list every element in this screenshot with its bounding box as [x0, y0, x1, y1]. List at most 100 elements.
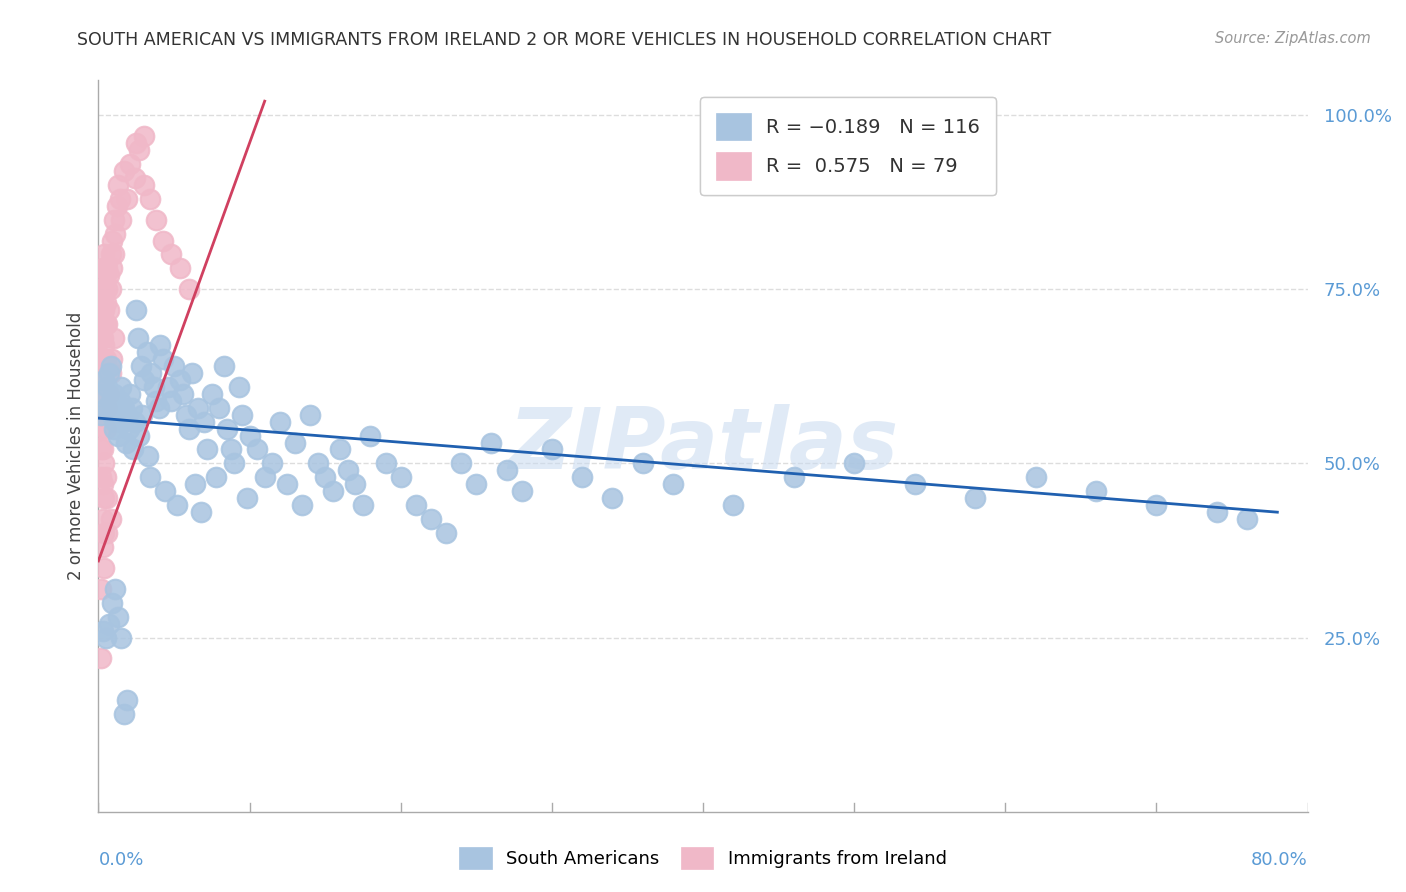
Point — [153, 484, 176, 499]
Point — [1144, 498, 1167, 512]
Point — [90, 651, 112, 665]
Point — [93, 282, 115, 296]
Point — [269, 415, 291, 429]
Point — [110, 631, 132, 645]
Point — [91, 540, 114, 554]
Point — [131, 408, 153, 422]
Point — [481, 435, 503, 450]
Point — [93, 491, 115, 506]
Point — [187, 401, 209, 415]
Point — [510, 484, 533, 499]
Point — [112, 164, 135, 178]
Point — [190, 505, 212, 519]
Point — [132, 128, 155, 143]
Point — [235, 491, 257, 506]
Point — [434, 526, 457, 541]
Point — [181, 366, 204, 380]
Point — [115, 408, 138, 422]
Legend: South Americans, Immigrants from Ireland: South Americans, Immigrants from Ireland — [450, 838, 956, 879]
Point — [128, 143, 150, 157]
Point — [132, 178, 155, 192]
Point — [115, 192, 138, 206]
Point — [128, 428, 150, 442]
Point — [160, 393, 183, 408]
Point — [965, 491, 987, 506]
Point — [90, 421, 112, 435]
Point — [91, 442, 114, 457]
Point — [125, 136, 148, 150]
Point — [91, 296, 114, 310]
Point — [112, 401, 135, 415]
Point — [169, 261, 191, 276]
Point — [208, 401, 231, 415]
Point — [90, 386, 112, 401]
Point — [90, 331, 112, 345]
Point — [96, 282, 118, 296]
Point — [89, 373, 111, 387]
Point — [93, 261, 115, 276]
Point — [101, 351, 124, 366]
Point — [101, 408, 124, 422]
Point — [205, 470, 228, 484]
Point — [299, 408, 322, 422]
Point — [98, 386, 121, 401]
Point — [103, 247, 125, 261]
Point — [322, 484, 344, 499]
Point — [96, 261, 118, 276]
Point — [100, 366, 122, 380]
Point — [179, 421, 201, 435]
Point — [136, 450, 159, 464]
Point — [96, 380, 118, 394]
Point — [93, 247, 115, 261]
Point — [91, 624, 114, 638]
Point — [103, 331, 125, 345]
Point — [101, 234, 124, 248]
Point — [100, 247, 122, 261]
Point — [103, 421, 125, 435]
Point — [90, 366, 112, 380]
Point — [344, 477, 367, 491]
Point — [104, 415, 127, 429]
Point — [149, 338, 172, 352]
Point — [139, 192, 162, 206]
Point — [93, 303, 115, 318]
Point — [90, 303, 112, 318]
Point — [239, 428, 262, 442]
Point — [141, 366, 163, 380]
Point — [94, 317, 117, 331]
Point — [405, 498, 427, 512]
Point — [129, 359, 152, 373]
Point — [314, 470, 336, 484]
Point — [100, 393, 122, 408]
Text: 0.0%: 0.0% — [98, 851, 143, 869]
Text: Source: ZipAtlas.com: Source: ZipAtlas.com — [1215, 31, 1371, 46]
Point — [253, 470, 276, 484]
Point — [93, 338, 115, 352]
Point — [98, 366, 121, 380]
Point — [156, 380, 179, 394]
Point — [94, 296, 117, 310]
Point — [163, 359, 186, 373]
Point — [336, 463, 359, 477]
Point — [90, 282, 112, 296]
Text: 80.0%: 80.0% — [1251, 851, 1308, 869]
Point — [91, 512, 114, 526]
Point — [145, 393, 167, 408]
Point — [124, 170, 146, 185]
Point — [90, 582, 112, 596]
Point — [904, 477, 927, 491]
Point — [121, 401, 143, 415]
Point — [284, 435, 307, 450]
Text: ZIPatlas: ZIPatlas — [508, 404, 898, 488]
Point — [495, 463, 517, 477]
Point — [90, 317, 112, 331]
Point — [115, 693, 138, 707]
Point — [124, 415, 146, 429]
Point — [98, 268, 121, 283]
Point — [215, 421, 238, 435]
Point — [420, 512, 443, 526]
Point — [307, 457, 329, 471]
Point — [90, 470, 112, 484]
Point — [152, 234, 174, 248]
Point — [132, 373, 155, 387]
